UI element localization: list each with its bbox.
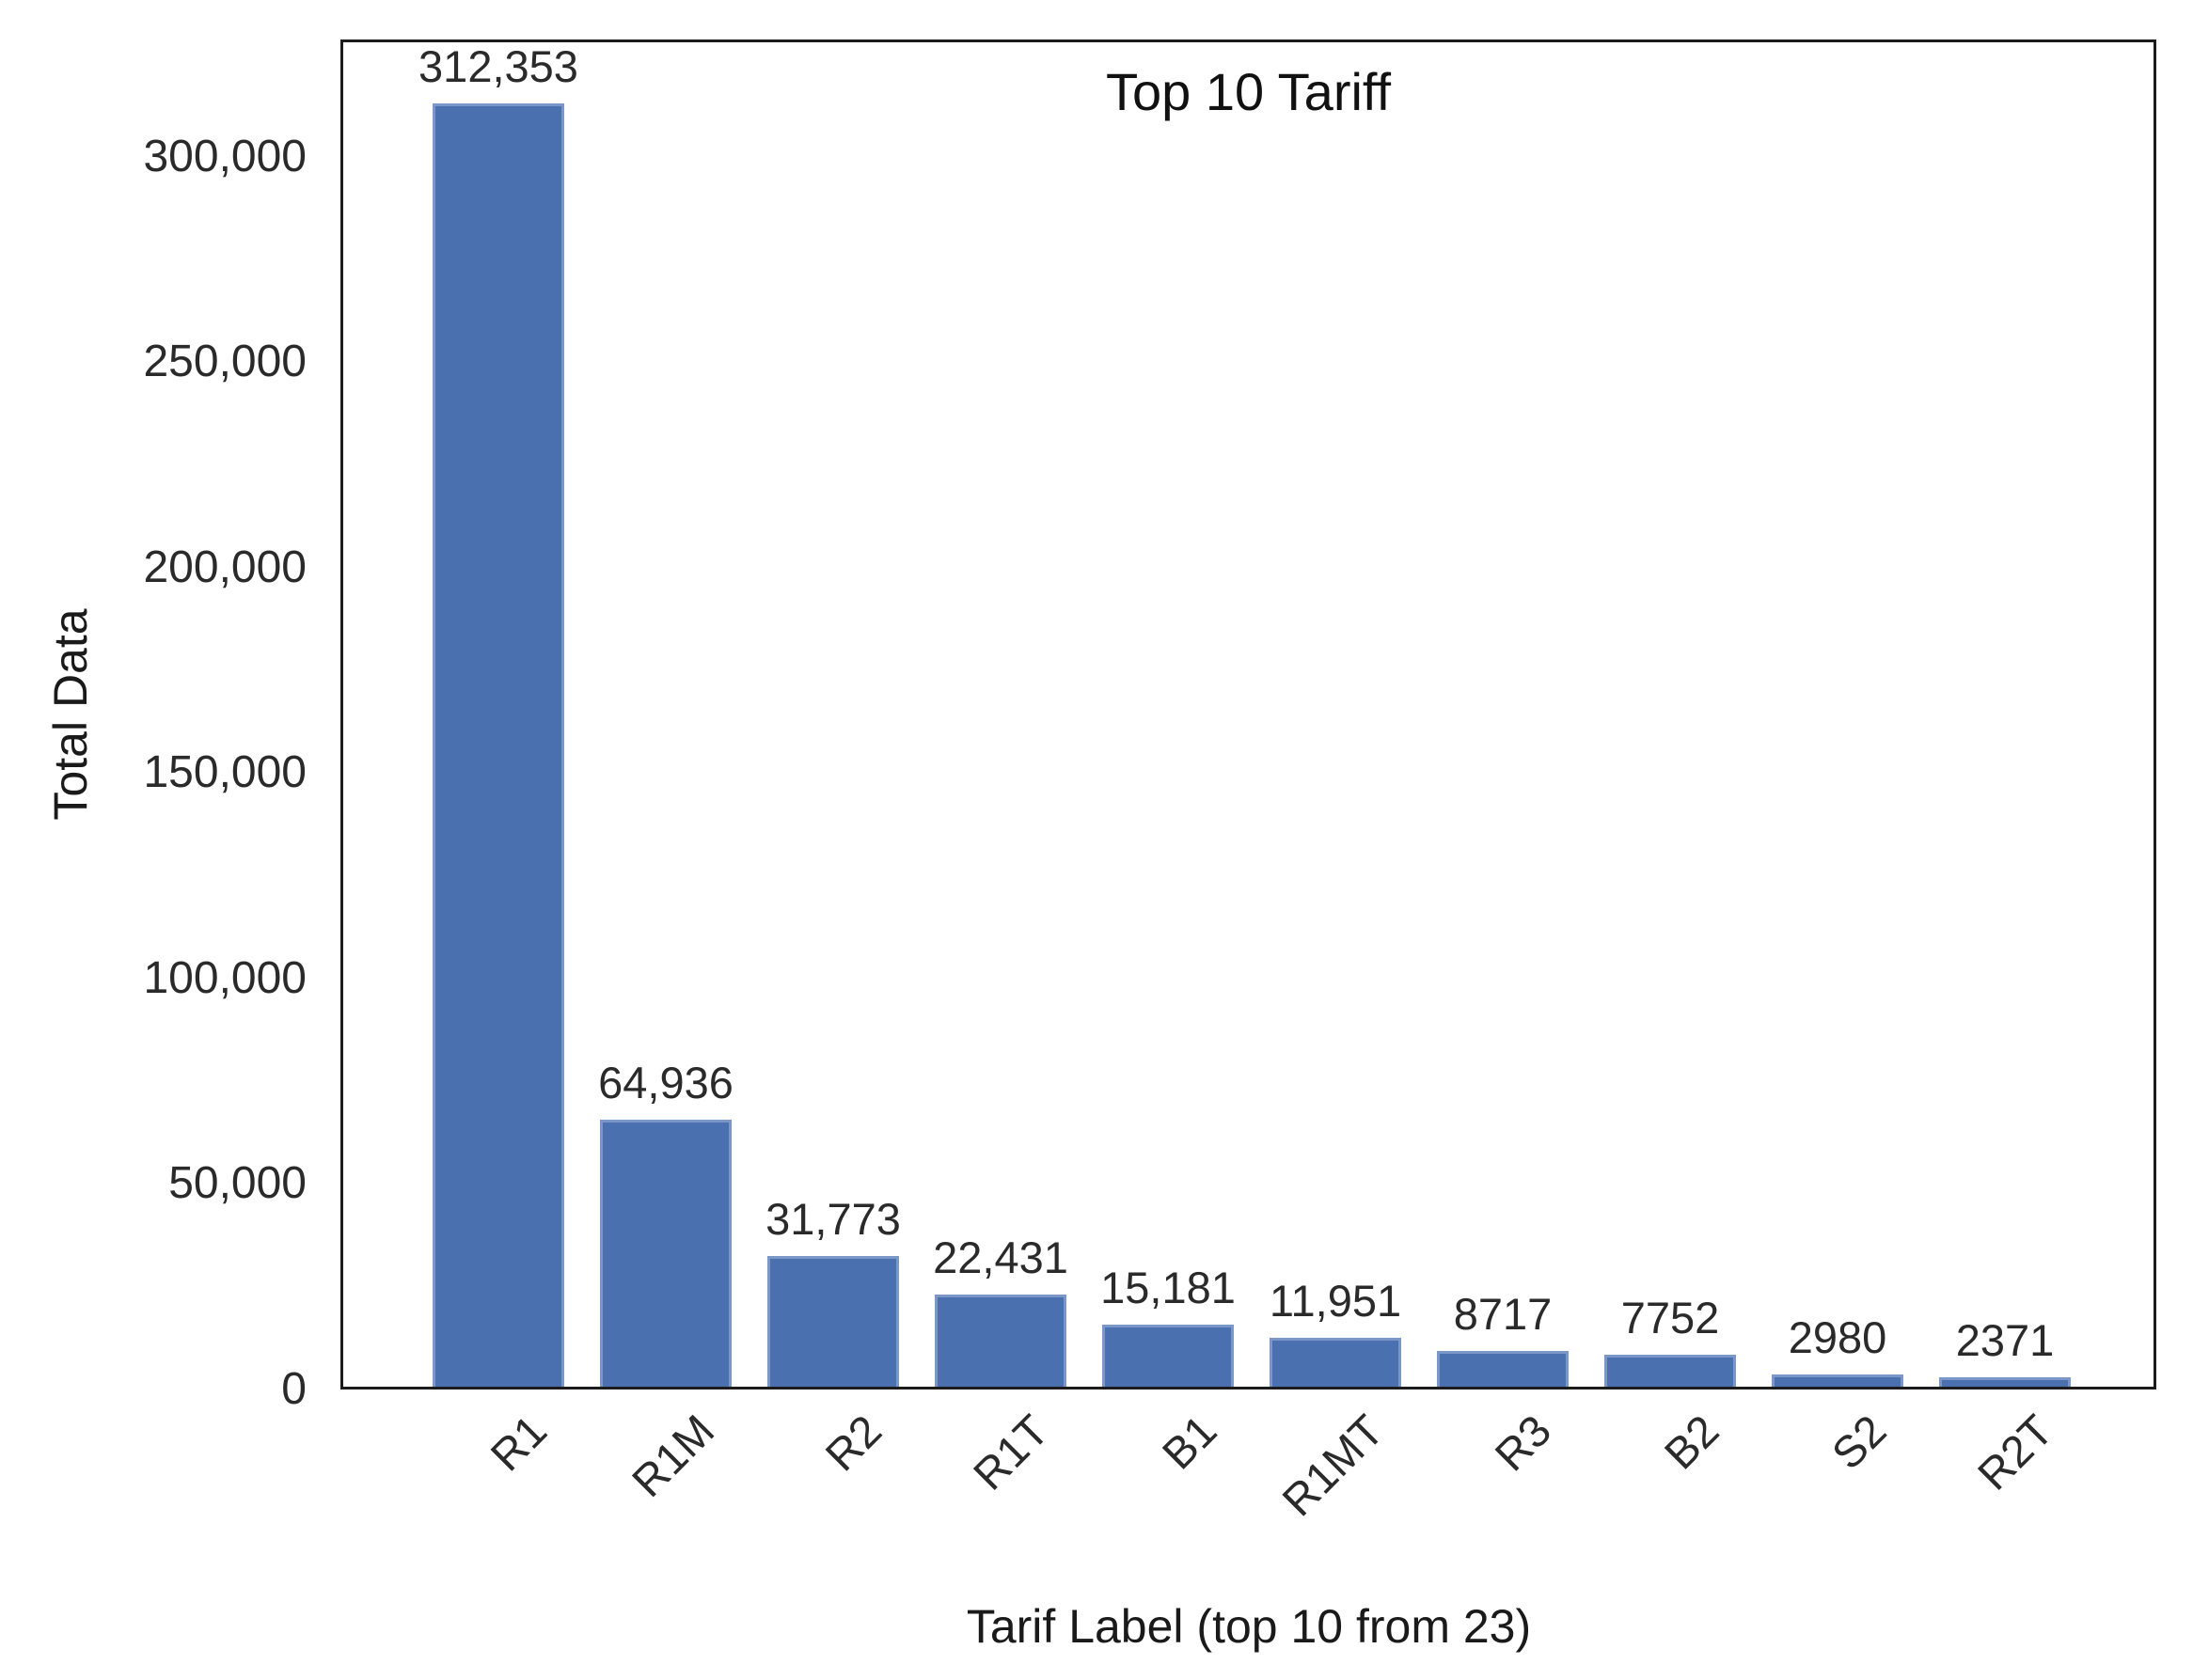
x-axis-title: Tarif Label (top 10 from 23) <box>966 1600 1532 1653</box>
bar-value-label: 2980 <box>1788 1312 1887 1362</box>
bar <box>1270 1338 1401 1387</box>
bar <box>935 1295 1066 1387</box>
plot-area: 312,353 64,936 31,773 22,431 15,181 11,951 871… <box>340 39 2156 1390</box>
chart-title: Top 10 Tariff <box>1105 62 1392 121</box>
bar <box>1772 1374 1903 1387</box>
bar-value-label: 64,936 <box>598 1058 734 1107</box>
x-tick-label: R1 <box>481 1405 557 1481</box>
y-tick-label: 50,000 <box>168 1158 307 1209</box>
x-tick-label: R2 <box>815 1405 891 1481</box>
bar-value-label: 2371 <box>1955 1315 2055 1365</box>
bar <box>1604 1355 1736 1387</box>
y-tick-label: 0 <box>281 1364 307 1414</box>
y-tick-label: 150,000 <box>143 747 307 798</box>
x-tick-label: R1MT <box>1272 1405 1394 1526</box>
y-tick-label: 100,000 <box>143 952 307 1003</box>
x-tick-label: R1T <box>963 1405 1059 1499</box>
bar-value-label: 22,431 <box>933 1233 1068 1282</box>
x-tick-label: S2 <box>1821 1405 1896 1479</box>
bar <box>767 1256 899 1387</box>
bar <box>1102 1325 1234 1387</box>
bar <box>433 103 564 1387</box>
bar-value-label: 312,353 <box>418 41 578 91</box>
x-tick-label: R3 <box>1485 1405 1561 1481</box>
bar-value-label: 15,181 <box>1100 1263 1236 1312</box>
bar-value-label: 7752 <box>1620 1293 1720 1342</box>
x-tick-label: B1 <box>1151 1405 1226 1479</box>
bar <box>1939 1377 2071 1387</box>
bar <box>600 1120 732 1387</box>
x-tick-label: R2T <box>1967 1405 2063 1499</box>
bar-value-label: 11,951 <box>1269 1276 1402 1326</box>
y-tick-label: 300,000 <box>143 131 307 181</box>
x-tick-label: R1M <box>622 1405 724 1507</box>
bar <box>1437 1351 1569 1387</box>
y-tick-label: 250,000 <box>143 337 307 387</box>
bar-value-label: 8717 <box>1453 1289 1553 1339</box>
y-axis-title: Total Data <box>44 608 97 821</box>
x-tick-label: B2 <box>1653 1405 1728 1479</box>
bar-value-label: 31,773 <box>765 1194 901 1244</box>
y-tick-label: 200,000 <box>143 542 307 592</box>
